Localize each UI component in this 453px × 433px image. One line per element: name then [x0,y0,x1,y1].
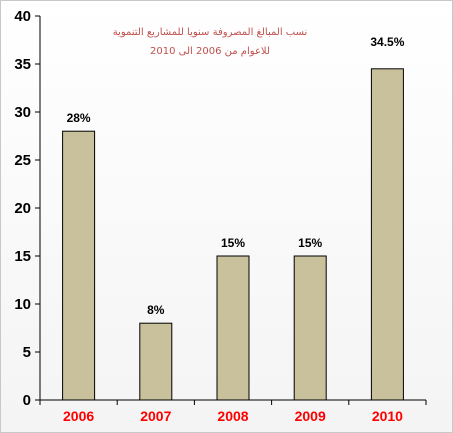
y-tick-label: 35 [14,56,31,73]
y-tick-label: 0 [23,392,31,409]
x-tick-labels: 2006 2007 2008 2009 2010 [63,408,403,424]
bar-2007 [139,322,173,401]
data-label: 15% [298,236,322,250]
x-tick-label: 2007 [140,408,171,424]
bar-2006 [62,130,96,401]
x-tick-label: 2006 [63,408,94,424]
y-tick-label: 5 [23,344,31,361]
x-tick-label: 2010 [372,408,403,424]
bar-2010 [370,68,404,401]
y-tick-label: 20 [14,200,31,217]
data-label: 34.5% [370,35,404,49]
chart-subtitle: للاعوام من 2006 الى 2010 [150,46,270,57]
bar-2009 [293,255,327,401]
data-labels: 28% 8% 15% 15% 34.5% [67,35,405,317]
y-tick-label: 10 [14,296,31,313]
x-tick-label: 2008 [217,408,248,424]
y-tick-label: 25 [14,152,31,169]
y-tick-labels: 0 5 10 15 20 25 30 35 40 [14,8,31,409]
data-label: 15% [221,236,245,250]
y-tick-label: 40 [14,8,31,25]
chart-title: نسب المبالغ المصروفة سنويا للمشاريع التن… [113,27,308,38]
bars-group [62,68,404,401]
x-tick-label: 2009 [295,408,326,424]
y-tick-label: 15 [14,248,31,265]
y-tick-label: 30 [14,104,31,121]
data-label: 28% [67,111,91,125]
bar-2008 [216,255,250,401]
data-label: 8% [147,303,165,317]
